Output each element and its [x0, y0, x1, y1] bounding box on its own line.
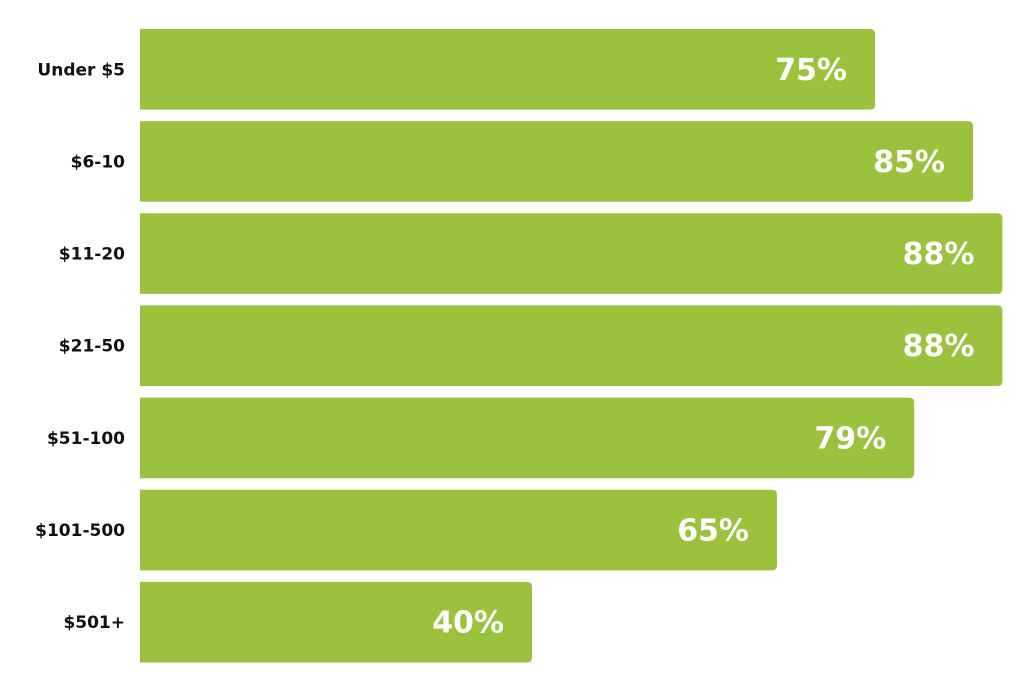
value-label: 88%	[903, 329, 975, 364]
bar	[140, 305, 1003, 387]
bar	[140, 29, 875, 110]
bar	[140, 121, 973, 202]
bar	[140, 581, 532, 663]
bar	[140, 397, 915, 479]
y-tick-label: $51-100	[47, 429, 125, 449]
y-tick-label: $101-500	[35, 521, 125, 541]
value-label: 88%	[903, 237, 975, 272]
value-label: 40%	[432, 606, 504, 641]
y-tick-label: Under $5	[37, 60, 125, 80]
bar	[140, 213, 1003, 294]
value-label: 85%	[873, 145, 945, 180]
bar	[140, 489, 777, 571]
y-tick-label: $501+	[63, 613, 125, 633]
value-label: 75%	[775, 53, 847, 88]
y-tick-label: $21-50	[59, 337, 125, 357]
value-label: 79%	[814, 421, 886, 456]
y-tick-label: $6-10	[71, 152, 126, 172]
value-label: 65%	[677, 514, 749, 549]
y-tick-label: $11-20	[59, 245, 125, 265]
